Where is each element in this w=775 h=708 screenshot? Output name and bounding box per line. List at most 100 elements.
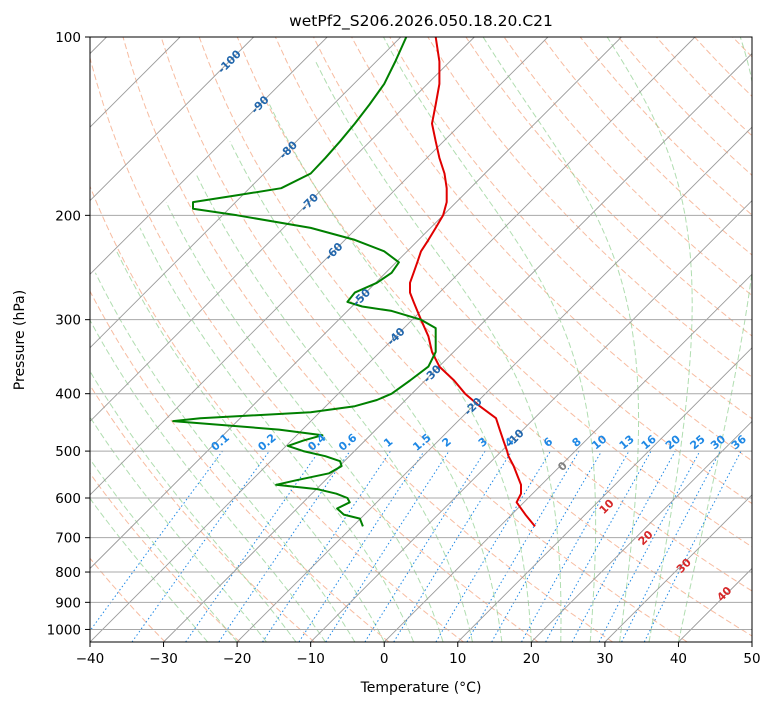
y-tick-label: 800 xyxy=(55,565,81,581)
x-tick-label: −40 xyxy=(76,651,105,667)
isotherm-line xyxy=(90,37,549,496)
mixing-ratio-line xyxy=(466,450,580,642)
chart-title: wetPf2_S206.2026.050.18.20.C21 xyxy=(289,12,553,31)
series-layer xyxy=(172,37,536,528)
isotherm-label: -70 xyxy=(298,191,321,214)
x-tick-label: 10 xyxy=(449,651,466,667)
x-tick-label: 40 xyxy=(670,651,687,667)
moist-adiabat-line xyxy=(94,272,356,642)
dry-adiabat-line xyxy=(90,472,241,642)
mixing-ratio-line xyxy=(643,450,742,642)
dry-adiabat-line xyxy=(122,37,613,642)
mixing-ratio-label: 30 xyxy=(708,432,728,452)
mixing-ratio-label: 0.2 xyxy=(255,431,278,453)
moist-adiabat-line xyxy=(90,319,326,642)
moist-adiabat-line xyxy=(90,497,209,642)
mixing-ratio-label: 20 xyxy=(663,432,683,452)
moist-adiabat-line xyxy=(139,227,415,642)
isotherm-label: -30 xyxy=(421,362,444,385)
mixing-ratio-line xyxy=(364,450,486,642)
dry-adiabat-line xyxy=(465,37,752,337)
isotherm-line xyxy=(163,52,752,642)
moist-adiabat-line xyxy=(383,37,597,642)
dry-adiabat-line xyxy=(694,37,752,97)
moist-adiabat-line xyxy=(677,37,752,642)
moist-adiabat-line xyxy=(195,173,473,642)
dry-adiabat-line xyxy=(274,37,752,548)
plot-frame xyxy=(89,36,753,643)
mixing-ratio-line xyxy=(521,450,630,642)
mixing-ratio-line xyxy=(435,450,551,642)
isotherm-line xyxy=(90,37,254,202)
isotherm-label: -50 xyxy=(350,286,373,309)
temperature-profile-line xyxy=(409,37,536,528)
moist-adiabat-line xyxy=(90,416,267,642)
x-tick-label: −20 xyxy=(223,651,252,667)
moist-adiabat-line xyxy=(315,61,562,642)
y-tick-label: 1000 xyxy=(47,622,81,638)
dewpoint-profile-line xyxy=(172,37,437,527)
mixing-ratio-label: 3 xyxy=(476,435,490,450)
isotherm-line xyxy=(604,494,752,642)
mixing-ratio-line xyxy=(185,450,320,642)
y-tick-label: 700 xyxy=(55,531,81,547)
dry-adiabat-line xyxy=(732,37,752,58)
isotherm-label: -60 xyxy=(322,240,345,263)
moist-adiabat-line xyxy=(482,37,640,642)
isotherm-line xyxy=(751,641,752,642)
dry-adiabat-line xyxy=(313,37,752,505)
dry-adiabat-label: 30 xyxy=(674,556,694,576)
isotherm-line xyxy=(90,37,402,349)
y-tick-label: 600 xyxy=(55,491,81,507)
dry-adiabat-line xyxy=(90,290,390,642)
moist-adiabat-line xyxy=(269,104,532,642)
mixing-ratio-label: 13 xyxy=(617,433,637,453)
moist-adiabat-line xyxy=(606,37,693,642)
y-tick-label: 200 xyxy=(55,208,81,224)
x-axis: −40 −30 −20 −10 0 10 20 30 40 50 xyxy=(76,642,761,667)
isotherm-line xyxy=(531,420,752,642)
isotherm-line xyxy=(90,37,475,422)
mixing-ratio-line xyxy=(571,450,676,642)
y-tick-label: 900 xyxy=(55,595,81,611)
dry-adiabat-line xyxy=(427,37,752,378)
y-tick-label: 400 xyxy=(55,387,81,403)
dry-adiabat-line xyxy=(90,384,315,642)
isotherm-label: -20 xyxy=(462,395,485,418)
y-tick-label: 300 xyxy=(55,313,81,329)
dry-adiabat-line xyxy=(90,557,166,642)
mixing-ratio-line xyxy=(90,450,223,632)
moist-adiabat-line xyxy=(229,141,503,642)
mixing-ratio-label: 2 xyxy=(440,435,454,450)
isotherm-line xyxy=(457,347,752,642)
dry-adiabat-line xyxy=(160,37,688,642)
x-tick-label: −10 xyxy=(296,651,325,667)
isotherm-line xyxy=(90,37,622,570)
mixing-ratio-label: 0.6 xyxy=(336,431,360,454)
dry-adiabat-line xyxy=(90,55,539,642)
isotherm-line xyxy=(90,37,328,275)
mixing-ratio-line xyxy=(545,450,652,642)
dry-adiabat-label: 40 xyxy=(714,584,734,604)
mixing-ratio-label: 0.1 xyxy=(209,431,232,453)
dry-adiabat-line xyxy=(236,37,752,592)
isotherm-line xyxy=(236,126,752,642)
x-tick-label: 30 xyxy=(596,651,613,667)
dry-adiabat-line xyxy=(351,37,752,462)
y-axis-label: Pressure (hPa) xyxy=(12,290,28,390)
mixing-ratio-line xyxy=(262,450,391,642)
y-axis: 100 200 300 400 500 600 700 800 900 1000 xyxy=(47,30,90,638)
mixing-ratio-label: 8 xyxy=(570,435,584,450)
moist-adiabat-line xyxy=(116,251,385,642)
mixing-ratio-line xyxy=(131,450,270,642)
mixing-ratio-label: 36 xyxy=(729,432,749,452)
isotherm-line xyxy=(310,200,752,642)
x-tick-label: 20 xyxy=(523,651,540,667)
mixing-ratio-line xyxy=(393,450,513,642)
mixing-ratio-line xyxy=(298,450,425,642)
mixing-ratio-label: 1 xyxy=(381,435,395,450)
mixing-ratio-label: 16 xyxy=(639,432,659,452)
dry-adiabat-line xyxy=(503,37,752,296)
dry-adiabat-label: 20 xyxy=(636,528,656,548)
